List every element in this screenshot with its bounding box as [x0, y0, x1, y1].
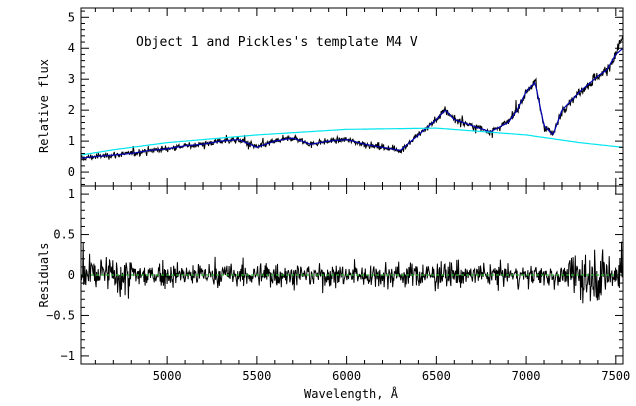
- y-tick-label: 1: [68, 134, 75, 148]
- x-tick-label: 6000: [332, 369, 361, 383]
- series-line-top-2: [81, 127, 623, 156]
- x-axis-label: Wavelength, Å: [304, 386, 399, 401]
- y-tick-label: 5: [68, 10, 75, 24]
- bottom-panel: 5000 5500 6000 6500 7000 7500 −1 −0.5 0 0.5 1: [46, 185, 630, 383]
- y-tick-label: 0: [68, 268, 75, 282]
- y-tick-label: 2: [68, 103, 75, 117]
- x-tick-label: 5500: [242, 369, 271, 383]
- x-tick-label: 7500: [601, 369, 630, 383]
- plot-area-bottom: [81, 241, 623, 304]
- y-tick-label: 0: [68, 165, 75, 179]
- y-tick-label: 3: [68, 72, 75, 86]
- y-tick-label: −1: [61, 349, 75, 363]
- series-line-top-1: [81, 48, 623, 159]
- y-tick-label: 1: [68, 187, 75, 201]
- bottom-y-axis-label: Residuals: [37, 242, 51, 307]
- chart-annotation: Object 1 and Pickles's template M4 V: [136, 35, 418, 50]
- top-panel: 0 1 2 3 4 5: [68, 7, 624, 187]
- top-y-axis-label: Relative flux: [37, 59, 51, 153]
- y-tick-label: 4: [68, 41, 75, 55]
- plot-area-top: [81, 36, 623, 162]
- x-tick-label: 7000: [512, 369, 541, 383]
- x-tick-label: 5000: [153, 369, 182, 383]
- x-tick-label: 6500: [422, 369, 451, 383]
- y-tick-label: −0.5: [46, 308, 75, 322]
- y-tick-label: 0.5: [53, 228, 75, 242]
- series-line-bottom-0: [81, 241, 623, 304]
